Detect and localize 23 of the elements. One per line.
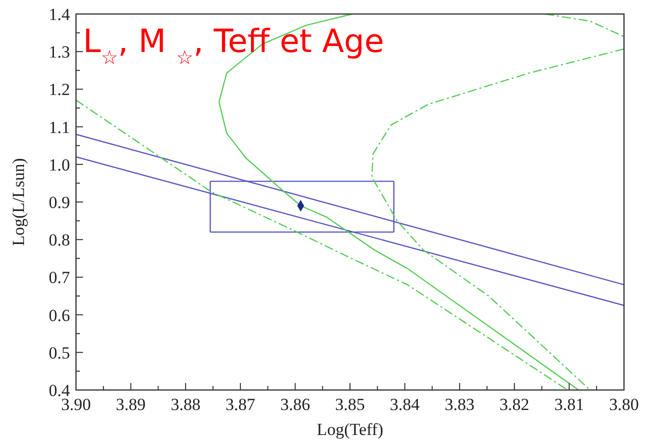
x-tick-label: 3.85 <box>335 395 365 414</box>
x-axis-title: Log(Teff) <box>316 420 384 439</box>
x-tick-label: 3.89 <box>116 395 146 414</box>
chart-title: L$_{☆}$, M $_{☆}$, Teff et Age <box>83 22 384 68</box>
y-tick-label: 1.4 <box>48 5 70 24</box>
y-tick-label: 0.5 <box>48 343 70 362</box>
x-tick-label: 3.83 <box>444 395 474 414</box>
y-tick-label: 0.8 <box>48 230 70 250</box>
x-tick-label: 3.80 <box>609 395 639 414</box>
x-tick-label: 3.84 <box>390 395 420 414</box>
x-tick-label: 3.87 <box>226 395 256 414</box>
x-tick-label: 3.81 <box>554 395 584 414</box>
y-tick-label: 1.0 <box>48 155 70 174</box>
x-tick-label: 3.82 <box>500 395 530 414</box>
y-tick-label: 0.9 <box>48 193 70 212</box>
y-tick-label: 1.1 <box>48 118 70 137</box>
x-tick-label: 3.88 <box>170 395 200 414</box>
y-axis-title: Log(L/Lsun) <box>9 158 28 246</box>
y-tick-label: 1.3 <box>48 42 70 62</box>
y-tick-label: 0.7 <box>48 268 70 288</box>
y-tick-label: 1.2 <box>48 80 70 100</box>
y-tick-label: 0.6 <box>48 306 70 325</box>
x-tick-label: 3.86 <box>280 395 310 414</box>
